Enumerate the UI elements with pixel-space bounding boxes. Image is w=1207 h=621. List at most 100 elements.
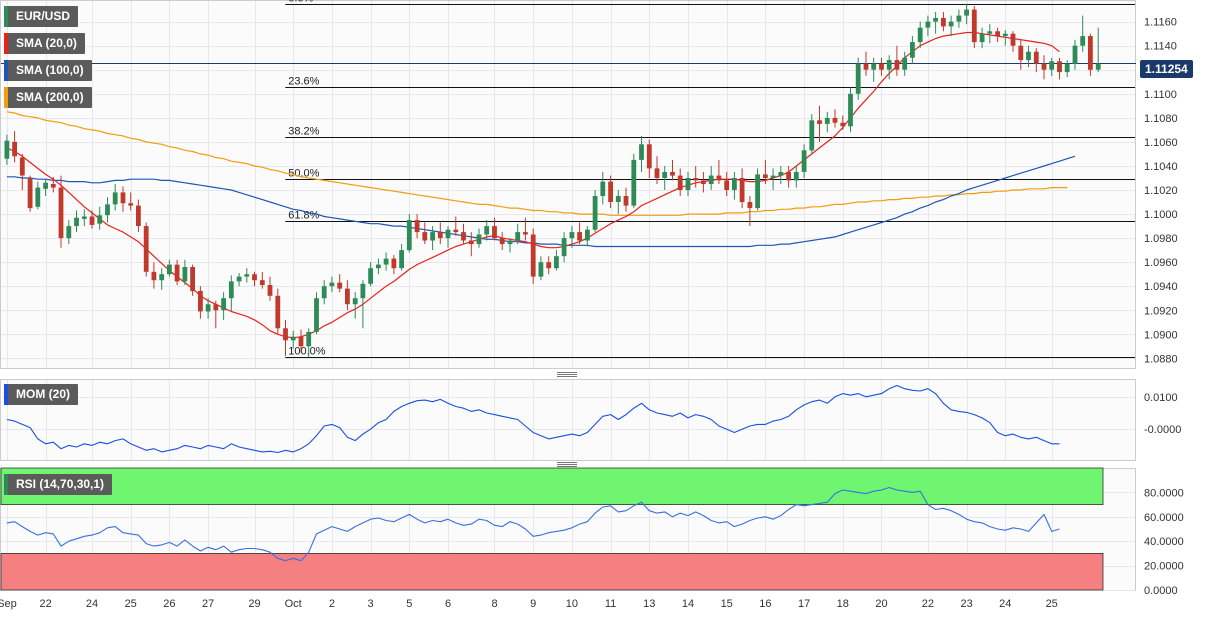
time-axis-tick-label: 22 [39, 598, 51, 610]
fibonacci-levels: 0.0% 23.6% 38.2% 50.0% 61.8% 100.0% [285, 0, 1135, 358]
candle [484, 220, 490, 241]
candle-body [89, 216, 95, 225]
candle [979, 27, 985, 49]
candle-body [732, 178, 737, 190]
candle-body [213, 304, 219, 311]
time-axis-tick-label: 26 [163, 598, 175, 610]
candle-body [43, 182, 48, 189]
candle-body [252, 274, 257, 281]
price-axis-tick-label: 1.1100 [1144, 89, 1177, 101]
candle [701, 172, 706, 193]
candle [81, 209, 87, 227]
candle-body [941, 18, 946, 27]
candle [105, 197, 110, 223]
time-axis-tick-label: 29 [248, 598, 260, 610]
candle-body [1072, 45, 1078, 64]
candle [35, 181, 41, 210]
candle [623, 187, 629, 212]
candle-body [832, 117, 838, 123]
price-axis-tick-label: 1.1020 [1144, 185, 1178, 197]
candle-body [143, 226, 149, 272]
legend-sma100-swatch [4, 60, 8, 81]
candle [74, 210, 79, 233]
candle [89, 210, 95, 229]
pane-frame-price [0, 0, 1136, 369]
candle-body [159, 274, 165, 281]
candle [662, 166, 668, 190]
candle-body [608, 181, 613, 202]
legend-symbol[interactable]: EUR/USD [4, 6, 79, 27]
candle-body [321, 286, 327, 299]
candle [198, 286, 203, 319]
time-axis-tick-label: 15 [721, 598, 733, 610]
candle [786, 166, 791, 188]
candle [298, 329, 304, 353]
time-axis-tick-label: 10 [566, 598, 578, 610]
candle-body [639, 144, 644, 160]
candle [763, 159, 768, 184]
legend-sma100[interactable]: SMA (100,0) [4, 60, 92, 81]
candle-body [105, 204, 110, 216]
candle [569, 226, 575, 248]
candle [1080, 15, 1086, 52]
candle-body [1080, 36, 1086, 46]
candle-body [19, 157, 25, 176]
candle-body [58, 187, 64, 239]
legend-sma200[interactable]: SMA (200,0) [4, 87, 92, 108]
time-axis-tick-label: 6 [445, 598, 451, 610]
legend-mom[interactable]: MOM (20) [4, 384, 78, 405]
time-axis-tick-label: 5 [406, 598, 412, 610]
price-axis-tick-label: 1.1000 [1144, 209, 1178, 221]
candle-body [871, 63, 877, 70]
candle [383, 252, 389, 271]
time-axis-tick-label: 25 [125, 598, 137, 610]
time-axis-tick-label: 14 [682, 598, 694, 610]
candle-body [770, 175, 776, 178]
candle-body [739, 178, 745, 203]
legend-sma20-label: SMA (20,0) [16, 36, 77, 50]
candle [832, 109, 838, 128]
candle-body [933, 18, 938, 22]
candle [530, 228, 536, 284]
candle [817, 105, 822, 142]
candle [329, 276, 335, 293]
legend-sma20[interactable]: SMA (20,0) [4, 33, 85, 54]
candle [136, 199, 141, 233]
price-axis-tick-label: 1.1060 [1144, 137, 1178, 149]
candle-body [236, 276, 242, 282]
pane-resize-handle[interactable] [557, 372, 577, 377]
fib-level-label: 23.6% [288, 76, 319, 88]
candle [445, 226, 451, 248]
candle [1064, 60, 1070, 77]
candle-body [283, 328, 288, 341]
pane-frame-mom [0, 379, 1136, 461]
candle-body [190, 267, 195, 292]
candle [1057, 57, 1062, 80]
candle-body [824, 117, 830, 124]
candle-body [693, 178, 699, 181]
time-axis-tick-label: 8 [491, 598, 497, 610]
candle-body [863, 63, 869, 70]
candle-body [615, 196, 621, 202]
fib-level-label: 50.0% [288, 168, 319, 180]
axes: 1.11601.11401.11201.11001.10801.10601.10… [0, 17, 1184, 610]
candle [236, 273, 242, 287]
price-axis-tick-label: 1.0880 [1144, 353, 1178, 365]
price-axis-tick-label: 1.0920 [1144, 305, 1178, 317]
candle-body [995, 31, 1000, 37]
pane-resize-handles[interactable] [557, 372, 577, 467]
candle [964, 3, 969, 25]
candle [290, 330, 296, 349]
sma100-line [6, 155, 1076, 248]
candle-body [337, 282, 343, 289]
candle-body [352, 298, 358, 305]
candle-body [701, 180, 706, 184]
candle-body [507, 240, 513, 245]
candle-body [646, 144, 652, 169]
candle [267, 276, 273, 301]
candle-body [453, 229, 459, 233]
pane-resize-handle[interactable] [557, 462, 577, 467]
legend-rsi[interactable]: RSI (14,70,30,1) [4, 474, 113, 495]
fib-level-label: 100.0% [288, 346, 326, 358]
